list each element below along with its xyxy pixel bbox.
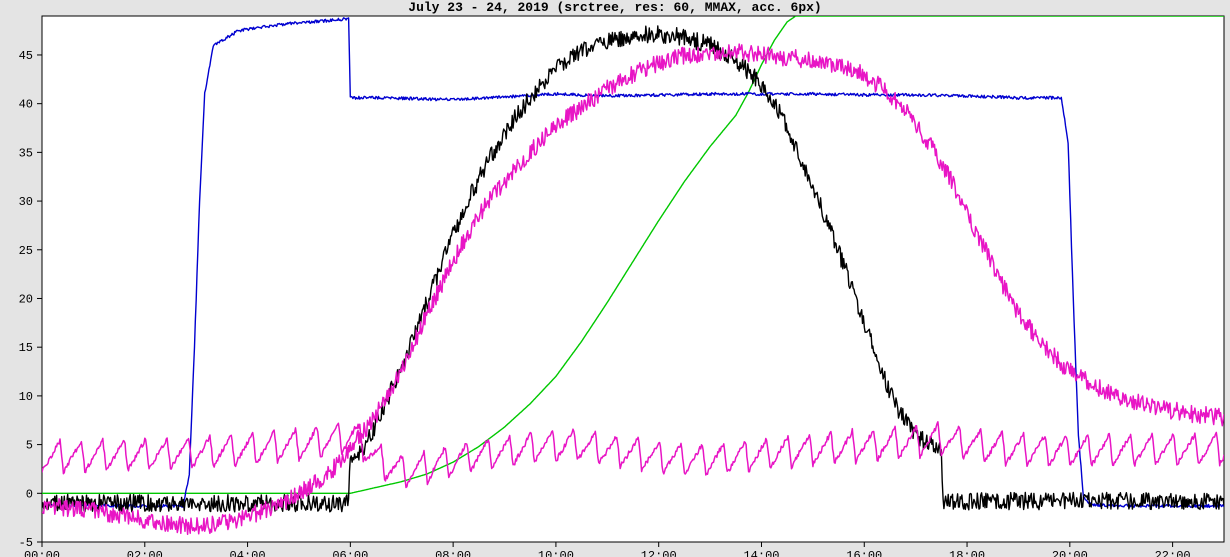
svg-text:10: 10 <box>19 390 33 404</box>
svg-text:00:00: 00:00 <box>24 549 60 557</box>
svg-text:45: 45 <box>19 49 33 63</box>
svg-text:35: 35 <box>19 146 33 160</box>
svg-text:16:00: 16:00 <box>846 549 882 557</box>
svg-text:10:00: 10:00 <box>538 549 574 557</box>
svg-text:40: 40 <box>19 98 33 112</box>
svg-text:5: 5 <box>26 439 33 453</box>
svg-text:20:00: 20:00 <box>1052 549 1088 557</box>
svg-text:25: 25 <box>19 244 33 258</box>
svg-text:-5: -5 <box>19 536 33 550</box>
svg-text:08:00: 08:00 <box>435 549 471 557</box>
svg-text:14:00: 14:00 <box>743 549 779 557</box>
svg-text:0: 0 <box>26 487 33 501</box>
svg-text:04:00: 04:00 <box>230 549 266 557</box>
svg-text:20: 20 <box>19 292 33 306</box>
svg-text:30: 30 <box>19 195 33 209</box>
svg-text:15: 15 <box>19 341 33 355</box>
svg-text:02:00: 02:00 <box>127 549 163 557</box>
chart-svg: -5 0 5 10 15 20 25 30 35 40 45 00:00 02:00 04:00 06:00… <box>0 0 1230 557</box>
chart-title: July 23 - 24, 2019 (srctree, res: 60, MM… <box>0 0 1230 16</box>
svg-text:12:00: 12:00 <box>641 549 677 557</box>
svg-text:06:00: 06:00 <box>332 549 368 557</box>
svg-text:22:00: 22:00 <box>1155 549 1191 557</box>
chart-container: July 23 - 24, 2019 (srctree, res: 60, MM… <box>0 0 1230 557</box>
svg-text:18:00: 18:00 <box>949 549 985 557</box>
